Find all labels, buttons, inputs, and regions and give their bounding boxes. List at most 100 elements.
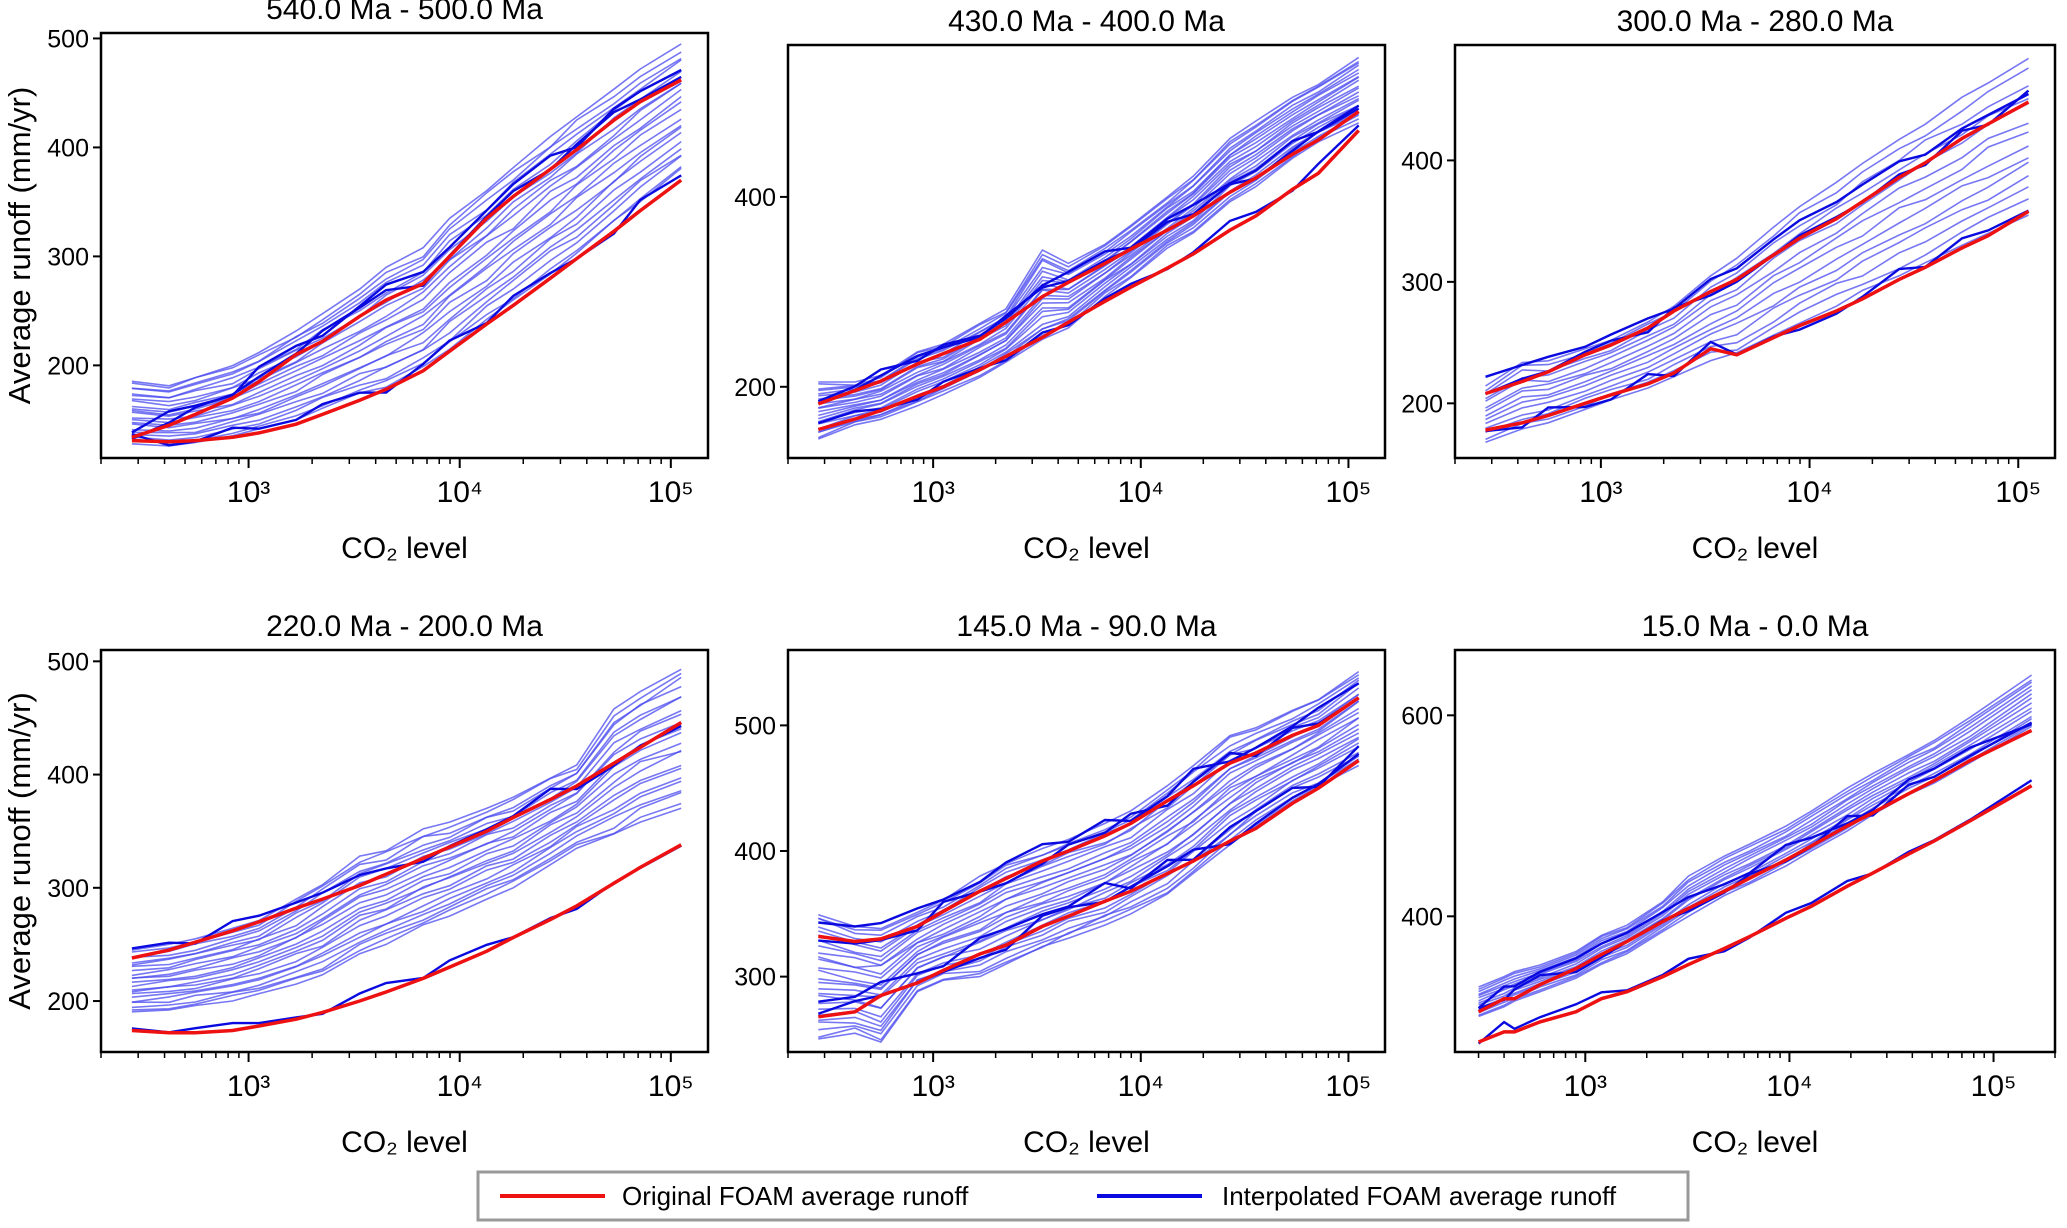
- interpolated-series-line: [1478, 689, 2033, 997]
- legend-label-interpolated: Interpolated FOAM average runoff: [1222, 1181, 1617, 1211]
- panel-title: 15.0 Ma - 0.0 Ma: [1642, 610, 1869, 643]
- x-tick-label: 10³: [227, 476, 270, 509]
- interpolated-series-line: [131, 70, 682, 399]
- y-axis-label: Average runoff (mm/yr): [2, 87, 37, 405]
- x-tick-label: 10⁴: [1786, 476, 1832, 509]
- panel-frame: [99, 31, 710, 460]
- interpolated-series-line: [131, 749, 682, 991]
- interpolated-series-line: [1478, 702, 2033, 1004]
- legend: Original FOAM average runoff Interpolate…: [476, 1170, 1690, 1222]
- interpolated-series-line: [131, 57, 682, 392]
- interpolated-series-line: [131, 791, 682, 1009]
- interpolated-series-line: [818, 64, 1360, 392]
- interpolated-series-line: [131, 696, 682, 964]
- interpolated-series-line: [818, 717, 1360, 986]
- interpolated-series-line: [131, 802, 682, 1011]
- interpolated-series-line: [818, 62, 1360, 390]
- y-tick-label: 300: [47, 243, 89, 271]
- original-series-line-1: [818, 696, 1360, 944]
- y-tick-label: 500: [47, 648, 89, 676]
- interpolated-series-line: [131, 728, 682, 980]
- panel-frame: [1453, 648, 2057, 1054]
- y-tick-label: 300: [1401, 269, 1443, 297]
- interpolated-series-line: [131, 70, 682, 399]
- interpolated-series-line: [818, 72, 1360, 397]
- interpolated-series-line-bold: [131, 844, 682, 1034]
- y-axis-label: Average runoff (mm/yr): [2, 692, 37, 1010]
- interpolated-series-line: [131, 780, 682, 1003]
- interpolated-series-line-bold: [1477, 779, 2033, 1045]
- interpolated-series-line: [1485, 198, 2029, 441]
- interpolated-series-line: [818, 85, 1360, 409]
- panel-frame: [1453, 43, 2057, 460]
- interpolated-series-line: [1485, 186, 2029, 433]
- interpolated-series-line: [818, 674, 1360, 932]
- original-series-line-1: [1484, 100, 2030, 396]
- interpolated-series-line: [818, 711, 1360, 979]
- interpolated-series-line: [818, 728, 1360, 996]
- y-tick-label: 400: [734, 838, 776, 866]
- interpolated-series-line-bold: [131, 68, 682, 434]
- interpolated-series-line: [131, 43, 682, 387]
- interpolated-series-line: [818, 76, 1360, 402]
- interpolated-series-line-bold: [817, 107, 1360, 403]
- interpolated-series-line-bold: [818, 682, 1360, 928]
- interpolated-series-line: [131, 731, 682, 979]
- interpolated-series-line: [1485, 145, 2029, 417]
- x-axis-label: CO₂ level: [1692, 532, 1819, 565]
- original-series-line-2: [817, 129, 1360, 432]
- x-axis-label: CO₂ level: [341, 1126, 468, 1159]
- interpolated-series-line: [1485, 175, 2029, 430]
- original-series-line-2: [1477, 784, 2033, 1044]
- interpolated-series-line: [1478, 685, 2033, 996]
- chart-panels: 540.0 Ma - 500.0 Ma 200 300 400 500 10³ 10⁴ 10⁵…: [2, 0, 2057, 1159]
- interpolated-series-line: [1485, 57, 2029, 387]
- interpolated-series-line: [1485, 85, 2029, 395]
- interpolated-series-line: [131, 676, 682, 959]
- interpolated-series-line: [1485, 214, 2029, 443]
- plot-area: [817, 670, 1360, 1043]
- interpolated-series-line: [131, 165, 682, 444]
- interpolated-series-line: [131, 95, 682, 414]
- chart-panel-4: 220.0 Ma - 200.0 Ma 200 300 400 500 10³ 10⁴ 10⁵…: [2, 610, 710, 1159]
- original-series-line-2: [1485, 209, 2030, 432]
- interpolated-series-line: [1478, 674, 2033, 988]
- x-axis-label: CO₂ level: [341, 532, 468, 565]
- interpolated-series-line: [131, 124, 682, 424]
- x-tick-label: 10⁴: [1118, 476, 1164, 509]
- interpolated-series-line: [131, 764, 682, 993]
- interpolated-series-line: [818, 87, 1360, 409]
- y-tick-label: 500: [734, 712, 776, 740]
- x-tick-label: 10³: [911, 1070, 954, 1103]
- interpolated-series-line: [131, 789, 682, 1004]
- interpolated-series-line: [818, 679, 1360, 943]
- legend-frame: [476, 1170, 1690, 1222]
- y-tick-label: 400: [1401, 903, 1443, 931]
- interpolated-series-line: [131, 807, 682, 1013]
- x-tick-label: 10³: [1564, 1070, 1607, 1103]
- y-tick-label: 400: [1401, 147, 1443, 175]
- chart-panel-2: 430.0 Ma - 400.0 Ma 200 400 10³ 10⁴ 10⁵ CO₂ le…: [734, 5, 1387, 565]
- x-axis-label: CO₂ level: [1023, 1126, 1150, 1159]
- interpolated-series-line: [131, 672, 682, 953]
- plot-area: [131, 43, 683, 447]
- interpolated-series-line: [1478, 679, 2033, 991]
- x-tick-label: 10⁵: [1995, 476, 2041, 509]
- interpolated-series-line: [131, 51, 682, 389]
- interpolated-series-line-bold: [1477, 723, 2033, 1009]
- panel-title: 220.0 Ma - 200.0 Ma: [266, 610, 543, 643]
- original-series-line-2: [131, 178, 683, 444]
- y-tick-label: 600: [1401, 702, 1443, 730]
- interpolated-series-line: [818, 97, 1360, 420]
- interpolated-series-line: [818, 758, 1360, 1041]
- y-tick-label: 300: [734, 964, 776, 992]
- interpolated-series-line: [1478, 697, 2033, 1002]
- interpolated-series-line: [818, 68, 1360, 395]
- panel-title: 145.0 Ma - 90.0 Ma: [956, 610, 1216, 643]
- panel-frame: [99, 648, 710, 1054]
- interpolated-series-line: [131, 59, 682, 393]
- interpolated-series-line: [818, 56, 1360, 383]
- interpolated-series-line: [131, 767, 682, 995]
- panel-title: 540.0 Ma - 500.0 Ma: [266, 0, 543, 26]
- legend-label-original: Original FOAM average runoff: [622, 1181, 969, 1211]
